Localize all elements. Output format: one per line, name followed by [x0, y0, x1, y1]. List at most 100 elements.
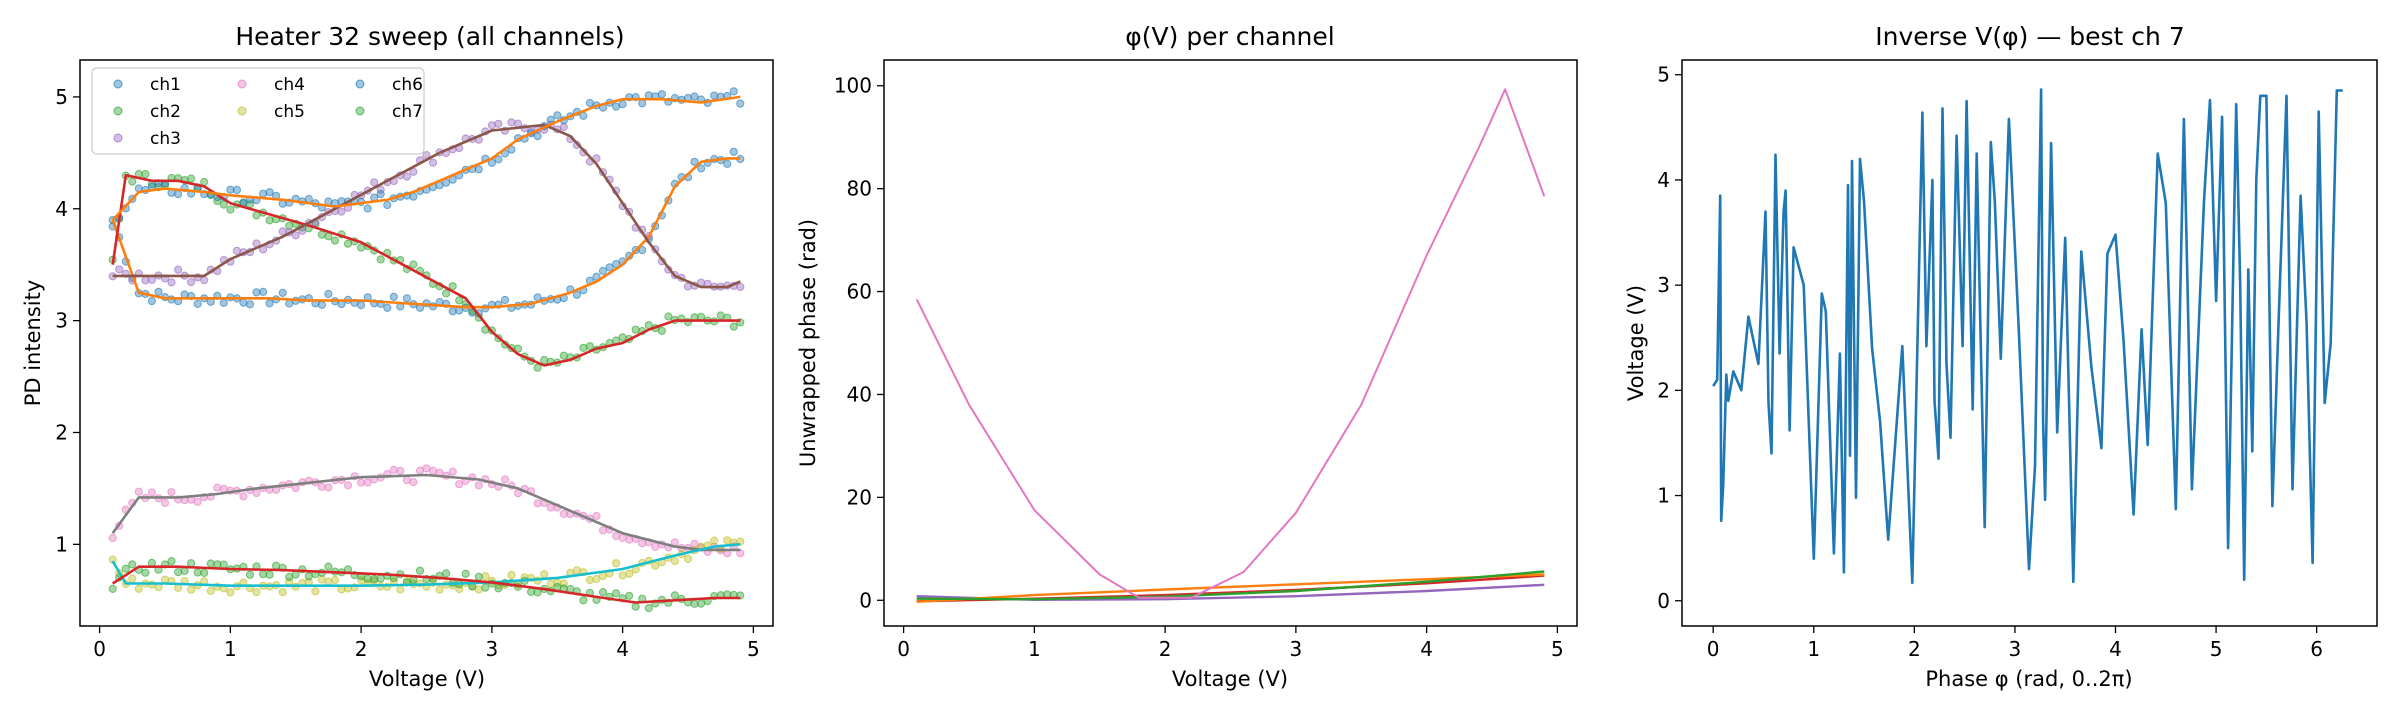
- panel1-xtick-label: 2: [355, 637, 368, 661]
- series-ch3-point: [278, 227, 287, 236]
- series-ch5-point: [625, 569, 634, 578]
- series-ch2-point: [226, 205, 235, 214]
- series-ch6-point: [174, 190, 183, 199]
- panel1-ytick-label: 2: [55, 420, 68, 444]
- series-ch7-point: [187, 559, 196, 568]
- panel2-xtick-label: 5: [1551, 637, 1564, 661]
- series-ch4-point: [239, 492, 248, 501]
- panel2-xtick-label: 1: [1028, 637, 1041, 661]
- series-ch7-point: [245, 570, 255, 579]
- series-ch2-point: [455, 296, 464, 305]
- panel3-ticks: 0 1 2 3 4 5 6 0 1 2 3 4 5: [1657, 63, 2323, 661]
- series-ch7-point: [128, 560, 137, 569]
- panel3-ytick-label: 1: [1657, 484, 1670, 508]
- series-ch1-point: [245, 300, 255, 309]
- series-ch7-point: [579, 596, 588, 605]
- series-ch2-point: [513, 344, 523, 353]
- series-ch5-point: [651, 561, 660, 570]
- panel2-xtick-label: 4: [1420, 637, 1433, 661]
- series-ch3-fit-line: [112, 123, 741, 289]
- series-ch7-point: [108, 584, 117, 594]
- series-ch1-point: [638, 246, 647, 255]
- series-ch6-point: [729, 87, 738, 96]
- series-ch4-point: [455, 480, 464, 489]
- series-ch4-point: [592, 511, 601, 521]
- series-ch6-point: [259, 189, 268, 198]
- panel3-title: Inverse V(φ) — best ch 7: [1875, 22, 2185, 51]
- series-ch7-point: [474, 572, 483, 582]
- series-ch6-point: [324, 197, 333, 206]
- series-ch7-point: [291, 570, 300, 579]
- series-ch7-point: [363, 574, 372, 583]
- series-ch5-point: [540, 570, 549, 579]
- series-ch4-point: [167, 488, 176, 497]
- series-ch1-point: [389, 292, 398, 301]
- panel1-xtick-label: 5: [747, 637, 760, 661]
- series-ch7-point: [442, 569, 451, 578]
- series-ch5-point: [592, 574, 601, 584]
- legend-label-ch1: ch1: [150, 75, 181, 95]
- series-ch7-point: [370, 575, 379, 584]
- series-ch3-point: [559, 122, 568, 132]
- series-ch7-point: [324, 562, 333, 571]
- series-ch4-point: [474, 481, 483, 490]
- series-ch1-point: [402, 294, 411, 303]
- series-ch4-point: [357, 478, 366, 487]
- panel2-title: φ(V) per channel: [1125, 22, 1334, 51]
- legend-label-ch7: ch7: [392, 102, 423, 122]
- series-ch6-point: [690, 92, 699, 101]
- series-ch5-point: [618, 571, 627, 580]
- series-ch6-point: [657, 90, 667, 99]
- series-ch5-point: [396, 585, 405, 594]
- series-ch6-point: [710, 91, 719, 100]
- series-ch5-point: [174, 583, 183, 593]
- panel1-xtick-label: 4: [616, 637, 629, 661]
- panel1-axes-frame: [79, 59, 774, 627]
- series-ch5-point: [585, 575, 595, 585]
- inverse-voltage-line: [1712, 88, 2343, 585]
- panel3-ylabel: Voltage (V): [1624, 285, 1648, 401]
- series-ch5-point: [710, 536, 719, 545]
- panel2-ytick-label: 20: [847, 485, 872, 509]
- series-ch1-point: [154, 287, 163, 296]
- series-ch5-point: [324, 577, 333, 586]
- panel1-ytick-label: 4: [55, 197, 68, 221]
- series-ch4-point: [559, 509, 568, 519]
- series-ch2-point: [330, 236, 340, 245]
- phase-line-1: [916, 570, 1545, 601]
- series-ch7-point: [461, 569, 470, 578]
- panel2-ytick-label: 60: [847, 280, 872, 304]
- series-ch5-point: [683, 554, 693, 564]
- series-ch2-point: [409, 260, 418, 269]
- series-ch2-point: [585, 342, 595, 351]
- series-ch7-point: [598, 588, 608, 597]
- series-ch4-point: [363, 478, 372, 487]
- panel1-data-layer: [108, 87, 745, 613]
- series-ch5-point: [226, 588, 235, 597]
- panel3-ytick-label: 0: [1657, 589, 1670, 613]
- series-ch1-point: [252, 288, 261, 297]
- series-ch6-point: [232, 185, 241, 194]
- series-ch3-point: [494, 119, 503, 128]
- series-ch6-point: [409, 192, 418, 201]
- series-ch3-point: [115, 265, 124, 274]
- series-ch4-point: [546, 503, 555, 512]
- legend-label-ch4: ch4: [274, 75, 305, 95]
- series-ch2-point: [141, 170, 150, 179]
- panel3-axes-frame: [1681, 59, 2378, 627]
- series-ch1-point: [219, 298, 228, 307]
- legend-marker-ch6: [355, 79, 365, 89]
- series-ch3-point: [147, 275, 156, 284]
- panel1-ylabel: PD intensity: [21, 280, 45, 407]
- series-ch4-point: [324, 483, 333, 492]
- series-ch1-point: [697, 164, 706, 173]
- series-ch7-point: [141, 568, 150, 577]
- series-ch6-point: [507, 145, 516, 154]
- panel3-xlabel: Phase φ (rad, 0..2π): [1925, 667, 2132, 691]
- series-ch1-fit-line: [111, 157, 741, 309]
- panel3-xtick-label: 3: [2009, 637, 2022, 661]
- legend-box: [91, 67, 425, 155]
- series-ch5-point: [278, 588, 287, 597]
- panel3-xtick-label: 0: [1707, 637, 1720, 661]
